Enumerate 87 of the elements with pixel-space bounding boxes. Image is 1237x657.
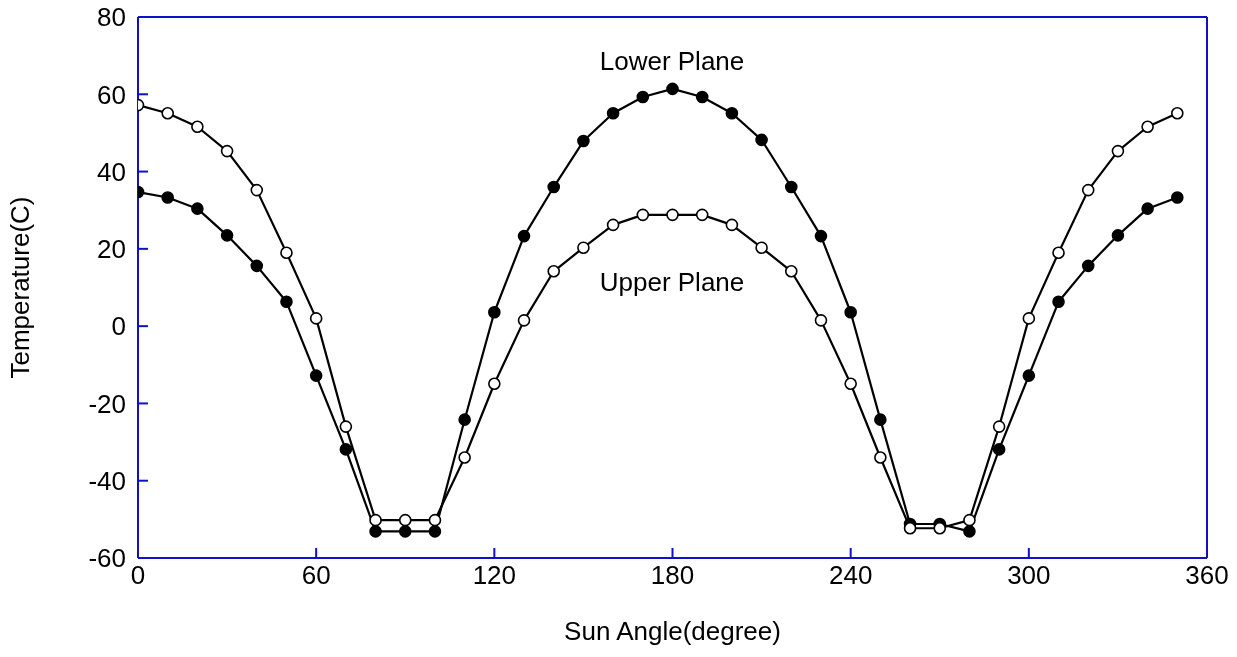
point bbox=[814, 314, 828, 327]
point bbox=[220, 144, 234, 158]
point bbox=[814, 229, 828, 243]
point bbox=[309, 369, 323, 382]
point bbox=[250, 183, 264, 197]
point bbox=[577, 241, 590, 254]
point bbox=[874, 413, 887, 426]
point bbox=[398, 525, 412, 538]
point bbox=[1171, 191, 1184, 204]
point bbox=[1081, 259, 1095, 273]
point bbox=[1022, 369, 1036, 382]
point bbox=[220, 229, 234, 242]
point bbox=[755, 133, 768, 147]
point bbox=[636, 90, 650, 104]
point bbox=[517, 314, 531, 327]
point bbox=[606, 106, 620, 120]
y-tick-label: 0 bbox=[111, 311, 126, 342]
point bbox=[1081, 183, 1095, 197]
y-tick-label: 60 bbox=[97, 79, 126, 110]
x-tick-label: 0 bbox=[130, 560, 146, 591]
point bbox=[458, 451, 471, 464]
annotation: Lower Plane bbox=[598, 46, 746, 77]
point bbox=[992, 443, 1006, 456]
point bbox=[844, 305, 857, 319]
point bbox=[339, 420, 353, 433]
point bbox=[636, 208, 650, 222]
x-tick-label: 300 bbox=[1007, 560, 1051, 591]
point bbox=[191, 120, 204, 134]
y-tick-label: -40 bbox=[88, 465, 126, 496]
point bbox=[784, 180, 798, 194]
point bbox=[903, 521, 917, 535]
point bbox=[695, 90, 709, 104]
x-tick-label: 240 bbox=[828, 560, 873, 591]
point bbox=[369, 525, 382, 538]
x-tick-label: 60 bbox=[301, 560, 331, 591]
point bbox=[547, 264, 561, 278]
x-axis-title: Sun Angle(degree) bbox=[564, 616, 781, 646]
point bbox=[725, 218, 739, 232]
point bbox=[428, 513, 442, 527]
point bbox=[398, 513, 412, 527]
point bbox=[1141, 120, 1154, 134]
point bbox=[1171, 106, 1184, 120]
y-tick-label: -20 bbox=[88, 388, 126, 419]
point bbox=[1111, 144, 1125, 158]
point bbox=[1111, 229, 1125, 242]
x-tick-label: 360 bbox=[1185, 560, 1229, 591]
point bbox=[844, 377, 857, 391]
point bbox=[933, 521, 947, 535]
x-tick-label: 180 bbox=[650, 560, 695, 591]
point bbox=[666, 208, 679, 222]
point bbox=[992, 420, 1006, 433]
point bbox=[755, 241, 768, 254]
point bbox=[488, 305, 501, 319]
point bbox=[280, 246, 293, 260]
point bbox=[517, 229, 531, 243]
point bbox=[963, 525, 976, 538]
y-tick-label: 40 bbox=[97, 156, 126, 187]
point bbox=[606, 218, 620, 232]
point bbox=[250, 259, 264, 273]
x-tick-label: 120 bbox=[472, 560, 517, 591]
point bbox=[725, 106, 739, 120]
y-tick-label: 20 bbox=[97, 234, 126, 265]
point bbox=[428, 525, 442, 538]
point bbox=[963, 513, 976, 527]
point bbox=[1141, 202, 1154, 215]
point bbox=[874, 451, 887, 464]
y-tick-label: -60 bbox=[88, 543, 126, 574]
point bbox=[309, 312, 323, 325]
point bbox=[1052, 246, 1065, 260]
point bbox=[666, 82, 679, 96]
point bbox=[784, 264, 798, 278]
point bbox=[369, 513, 382, 527]
point bbox=[695, 208, 709, 222]
point bbox=[577, 134, 590, 148]
point bbox=[191, 202, 204, 215]
point bbox=[488, 377, 501, 391]
annotation: Upper Plane bbox=[598, 267, 746, 298]
point bbox=[161, 191, 174, 204]
point bbox=[1052, 295, 1065, 309]
y-axis-title: Temperature(C) bbox=[5, 196, 36, 379]
point bbox=[547, 180, 561, 194]
point bbox=[161, 106, 174, 120]
point bbox=[458, 413, 471, 426]
point bbox=[280, 295, 293, 309]
point bbox=[1022, 312, 1036, 325]
y-tick-label: 80 bbox=[97, 2, 126, 33]
point bbox=[339, 443, 353, 456]
